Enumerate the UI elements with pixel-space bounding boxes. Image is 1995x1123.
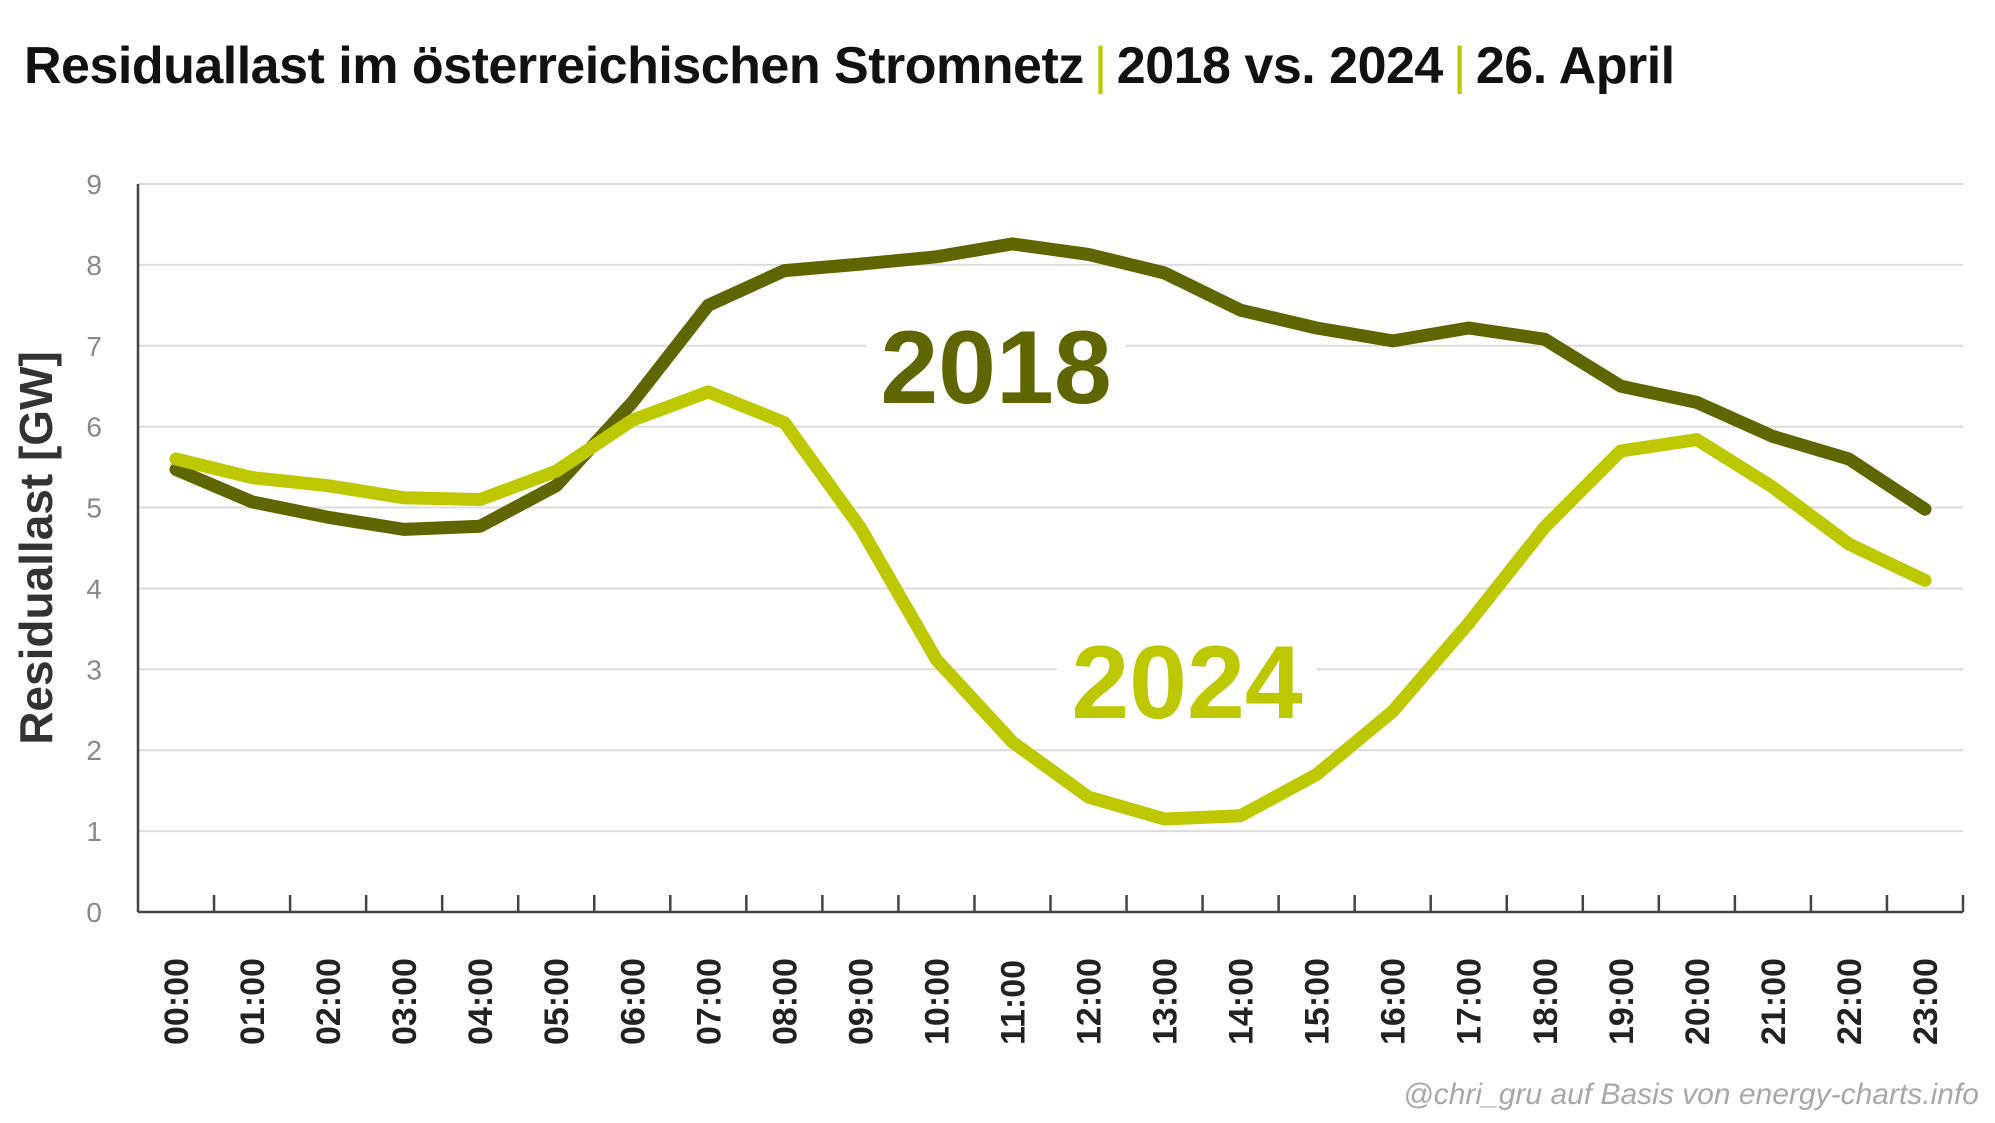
x-tick-label: 04:00 bbox=[462, 958, 500, 1045]
x-tick-label: 03:00 bbox=[386, 958, 424, 1045]
x-tick-label: 15:00 bbox=[1299, 958, 1337, 1045]
y-tick-label: 6 bbox=[86, 412, 102, 443]
y-axis-label: Residuallast [GW] bbox=[10, 351, 62, 745]
title-separator: | bbox=[1452, 37, 1467, 95]
x-tick-label: 05:00 bbox=[538, 958, 576, 1045]
x-tick-label: 16:00 bbox=[1375, 958, 1413, 1045]
chart-title: Residuallast im österreichischen Stromne… bbox=[24, 36, 1675, 96]
x-tick-label: 17:00 bbox=[1451, 958, 1489, 1045]
x-tick-label: 22:00 bbox=[1831, 958, 1869, 1045]
y-tick-label: 9 bbox=[86, 169, 102, 200]
title-separator: | bbox=[1093, 37, 1108, 95]
x-tick-label: 08:00 bbox=[766, 958, 804, 1045]
annotation-background bbox=[1057, 620, 1317, 740]
x-tick-label: 13:00 bbox=[1147, 958, 1185, 1045]
x-tick-label: 06:00 bbox=[614, 958, 652, 1045]
y-tick-label: 3 bbox=[86, 654, 102, 685]
x-tick-label: 07:00 bbox=[690, 958, 728, 1045]
title-years: 2018 vs. 2024 bbox=[1116, 37, 1444, 95]
source-credit: @chri_gru auf Basis von energy-charts.in… bbox=[1403, 1078, 1979, 1111]
x-tick-label: 20:00 bbox=[1679, 958, 1717, 1045]
x-tick-label: 19:00 bbox=[1603, 958, 1641, 1045]
series-line-2018 bbox=[169, 237, 1932, 536]
x-tick-label: 12:00 bbox=[1071, 958, 1109, 1045]
y-tick-label: 2 bbox=[86, 735, 102, 766]
x-tick-label: 10:00 bbox=[918, 958, 956, 1045]
y-tick-label: 5 bbox=[86, 493, 102, 524]
series-annotation-2018: 2018 bbox=[880, 310, 1111, 426]
title-main: Residuallast im österreichischen Stromne… bbox=[24, 37, 1084, 95]
x-tick-label: 23:00 bbox=[1907, 958, 1945, 1045]
y-tick-label: 1 bbox=[86, 816, 102, 847]
title-date: 26. April bbox=[1475, 37, 1675, 95]
x-tick-label: 11:00 bbox=[994, 960, 1032, 1045]
x-tick-label: 00:00 bbox=[158, 958, 196, 1045]
series-annotation-2024: 2024 bbox=[1071, 625, 1303, 741]
y-tick-label: 7 bbox=[86, 331, 102, 362]
y-tick-label: 0 bbox=[86, 897, 102, 928]
x-tick-label: 01:00 bbox=[234, 958, 272, 1045]
x-tick-label: 02:00 bbox=[310, 958, 348, 1045]
x-tick-label: 21:00 bbox=[1755, 958, 1793, 1045]
annotation-background bbox=[866, 305, 1126, 425]
series-line-2024 bbox=[169, 385, 1932, 826]
y-tick-label: 4 bbox=[86, 573, 102, 604]
x-tick-label: 18:00 bbox=[1527, 958, 1565, 1045]
x-tick-label: 09:00 bbox=[842, 958, 880, 1045]
y-tick-label: 8 bbox=[86, 250, 102, 281]
x-tick-label: 14:00 bbox=[1223, 958, 1261, 1045]
